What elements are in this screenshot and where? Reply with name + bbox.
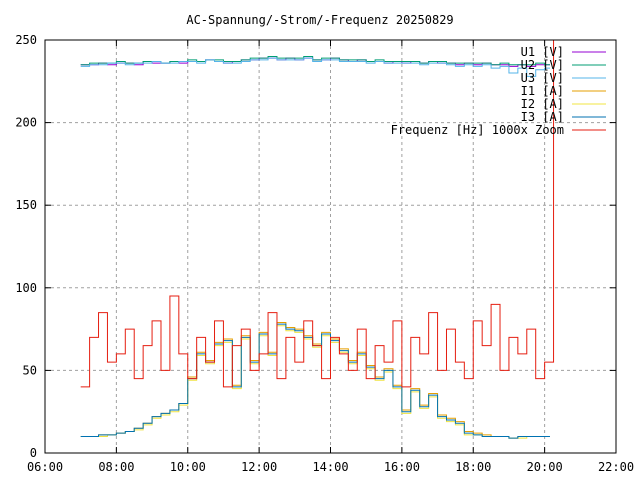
x-tick-label: 20:00 [527,460,563,474]
series-line-6 [80,39,559,388]
series-line-5 [80,323,550,439]
y-tick-label: 100 [15,281,37,295]
legend: U1 [V]U2 [V]U3 [V]I1 [A]I2 [A]I3 [A]Freq… [391,45,606,137]
series-group [80,39,559,439]
x-tick-label: 22:00 [598,460,634,474]
ticks: 0 50 100 150 200 250 06:00 08:00 10:00 12:00 14:00… [15,33,634,474]
legend-label: I3 [A] [521,110,564,124]
series-line-4 [80,325,550,439]
x-tick-label: 06:00 [27,460,63,474]
y-tick-label: 250 [15,33,37,47]
legend-label: Frequenz [Hz] 1000x Zoom [391,123,564,137]
y-tick-label: 150 [15,198,37,212]
x-tick-label: 18:00 [455,460,491,474]
legend-label: I1 [A] [521,84,564,98]
y-tick-label: 0 [30,446,37,460]
legend-label: U2 [V] [521,58,564,72]
x-tick-label: 14:00 [312,460,348,474]
y-tick-label: 200 [15,116,37,130]
legend-label: U3 [V] [521,71,564,85]
x-tick-label: 12:00 [241,460,277,474]
series-line-3 [80,321,550,439]
x-tick-label: 16:00 [384,460,420,474]
x-tick-label: 08:00 [98,460,134,474]
chart-title: AC-Spannung/-Strom/-Frequenz 20250829 [186,13,453,27]
legend-label: I2 [A] [521,97,564,111]
y-tick-label: 50 [23,363,37,377]
x-tick-label: 10:00 [170,460,206,474]
legend-label: U1 [V] [521,45,564,59]
series-line-2 [80,57,550,77]
